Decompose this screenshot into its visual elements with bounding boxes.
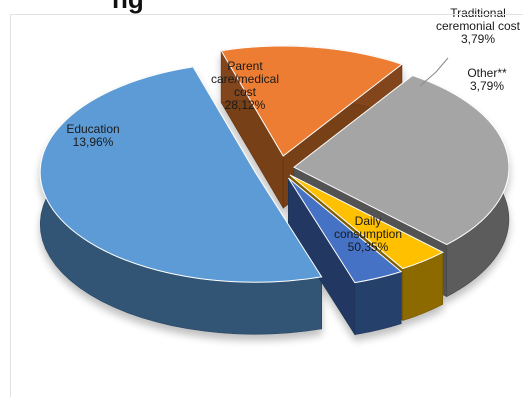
label-leader-line — [419, 57, 449, 87]
pie-slice-1 — [220, 45, 403, 157]
chart-frame-left — [10, 14, 11, 397]
slice-label-4: Other** 3,79% — [467, 66, 507, 93]
chart-frame-top — [10, 14, 523, 15]
chart-title: ng — [112, 0, 144, 12]
slice-label-0: Daily consumption 50,35% — [334, 214, 402, 254]
pie-slice-2 — [292, 74, 510, 246]
pie-slice-3 — [289, 174, 444, 270]
pie-slice-0 — [39, 66, 323, 283]
slice-label-1: Education 13,96% — [66, 122, 119, 149]
slice-label-2: Parent care/medical cost 28,12% — [211, 59, 279, 112]
pie-slice-4 — [287, 177, 403, 284]
slice-label-3: Traditional ceremonial cost 3,79% — [436, 6, 521, 46]
